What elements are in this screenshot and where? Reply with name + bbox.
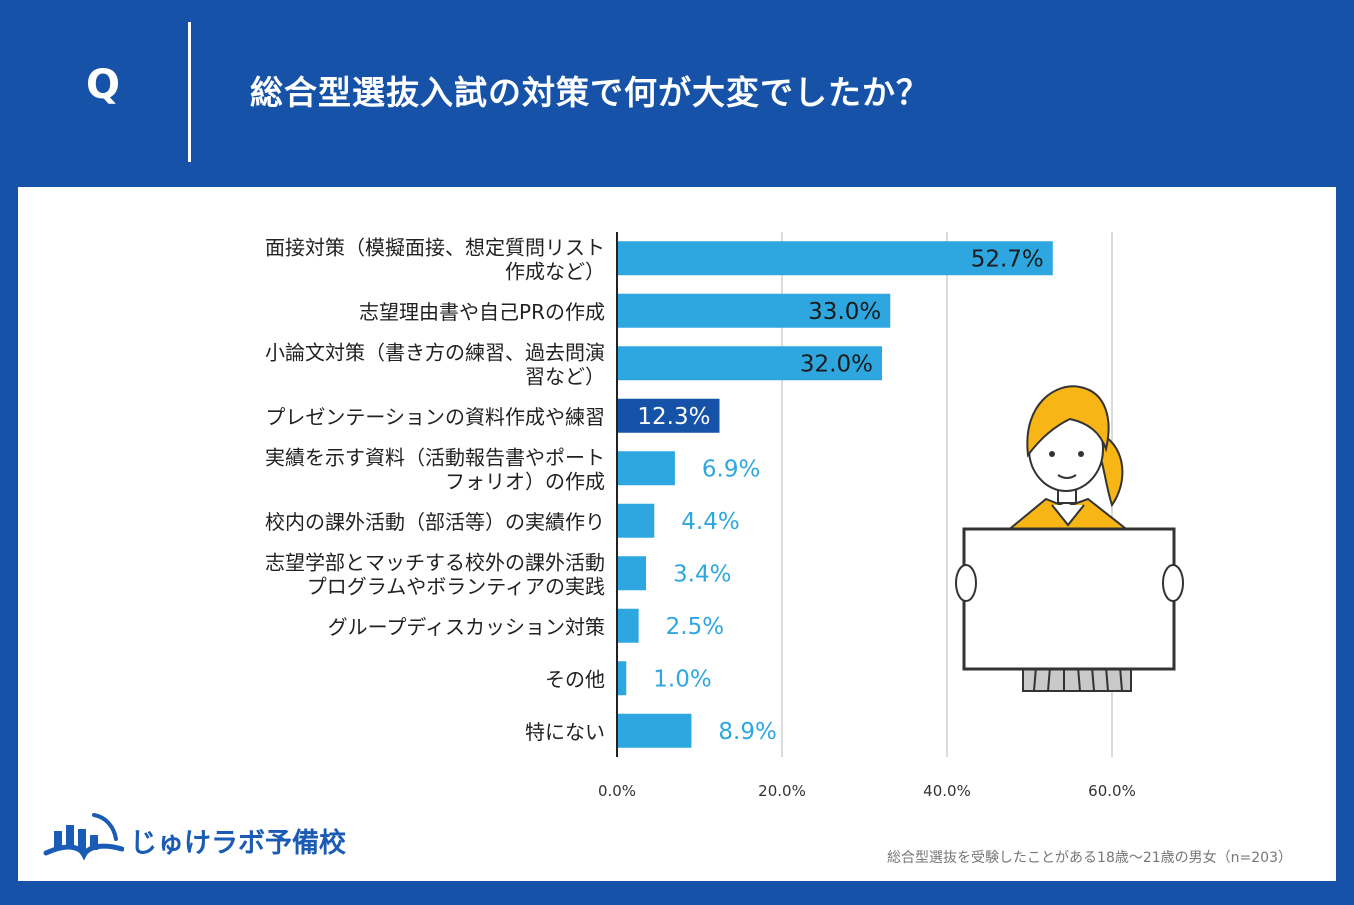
bar	[618, 451, 675, 486]
data-label: 4.4%	[681, 509, 739, 535]
data-label: 33.0%	[808, 299, 881, 325]
bar	[618, 503, 655, 538]
data-label: 2.5%	[666, 614, 724, 640]
question-label: Q	[86, 62, 121, 108]
bar	[618, 608, 639, 643]
category-label: 志望学部とマッチする校外の課外活動	[265, 550, 605, 574]
category-label: 小論文対策（書き方の練習、過去問演	[265, 340, 605, 364]
brand-name: じゅけラボ予備校	[130, 828, 346, 859]
category-label: 志望理由書や自己PRの作成	[359, 300, 605, 324]
category-label: プレゼンテーションの資料作成や練習	[265, 405, 605, 429]
data-label: 52.7%	[971, 246, 1044, 272]
category-label: 特にない	[525, 720, 605, 744]
bar	[618, 661, 627, 696]
data-label: 1.0%	[653, 666, 711, 692]
hair	[1026, 385, 1110, 458]
bar	[618, 713, 692, 748]
question-title: 総合型選抜入試の対策で何が大変でしたか？	[250, 73, 930, 112]
bar	[618, 293, 891, 328]
x-tick-label: 60.0%	[1088, 782, 1136, 800]
category-label: 作成など）	[505, 259, 605, 283]
category-label: グループディスカッション対策	[328, 615, 605, 639]
category-label: その他	[545, 667, 605, 691]
category-label: 習など）	[525, 364, 605, 388]
category-label: プログラムやボランティアの実践	[307, 574, 605, 598]
category-label: 面接対策（模擬面接、想定質問リスト	[265, 235, 605, 259]
bar	[618, 346, 882, 381]
chart-panel: 面接対策（模擬面接、想定質問リスト 作成など） 志望理由書や自己PRの作成小論文対策…	[18, 187, 1336, 881]
brand-logo: じゅけラボ予備校	[40, 807, 360, 867]
header-divider	[188, 22, 191, 162]
x-tick-label: 20.0%	[758, 782, 806, 800]
category-label: 校内の課外活動（部活等）の実績作り	[265, 510, 605, 534]
survey-footnote: 総合型選抜を受験したことがある18歳〜21歳の男女（n=203）	[887, 850, 1292, 866]
blank-board	[962, 527, 1176, 671]
book-logo-icon	[43, 813, 125, 861]
data-label: 3.4%	[673, 561, 731, 587]
bar	[618, 241, 1053, 276]
data-label: 32.0%	[800, 351, 873, 377]
right-hand	[1162, 564, 1184, 602]
left-hand	[955, 564, 977, 602]
data-label: 6.9%	[702, 456, 760, 482]
category-label: 実績を示す資料（活動報告書やポート	[265, 445, 605, 469]
x-tick-label: 0.0%	[598, 782, 636, 800]
data-label: 12.3%	[637, 404, 710, 430]
category-label: フォリオ）の作成	[445, 469, 605, 493]
data-label: 8.9%	[718, 719, 776, 745]
bar	[618, 556, 647, 591]
bar	[618, 398, 720, 433]
x-tick-label: 40.0%	[923, 782, 971, 800]
girl-holding-board-illustration	[955, 385, 1184, 692]
